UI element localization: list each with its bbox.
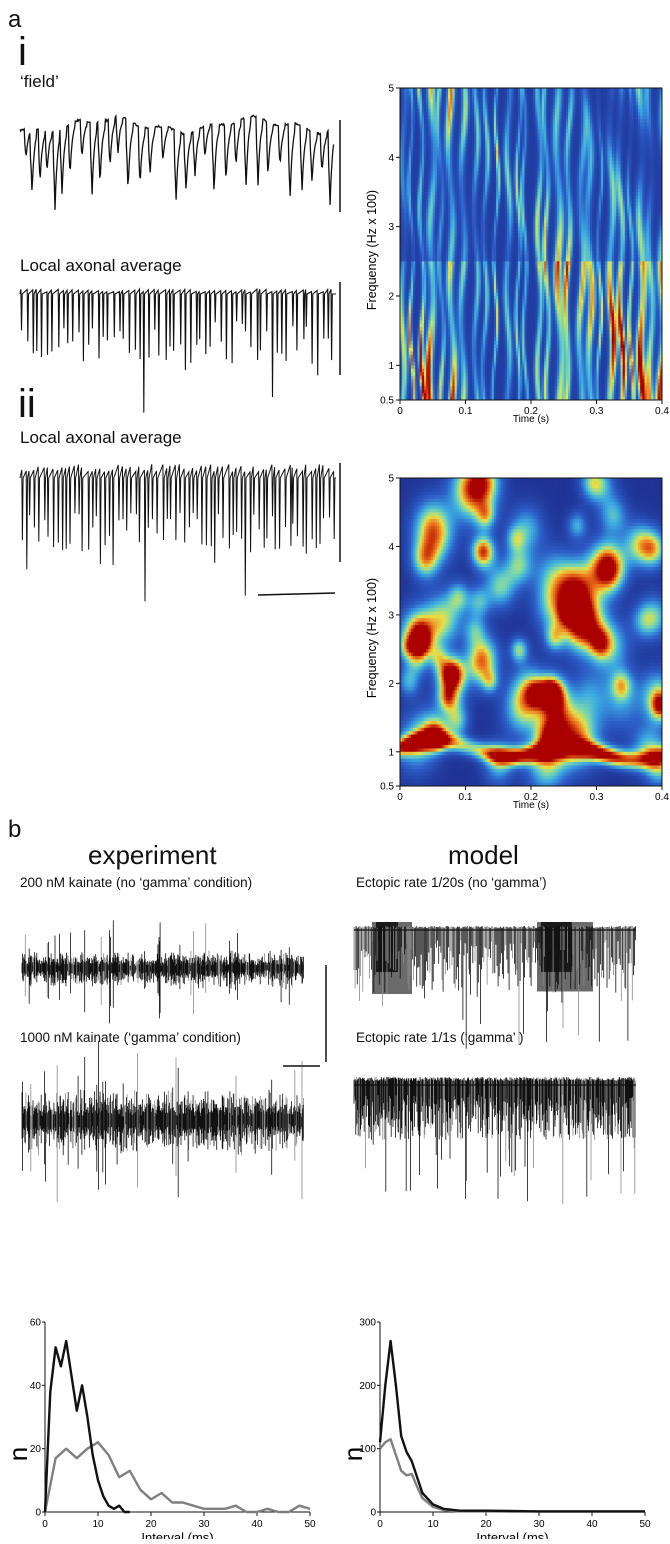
hist-model-y-tick-label: 0 xyxy=(370,1508,376,1519)
model-heading: model xyxy=(448,840,519,871)
spectrogram-i-cells xyxy=(400,88,662,400)
hist-experiment-x-tick-label: 50 xyxy=(304,1519,316,1530)
hist-experiment-xlabel: Interval (ms) xyxy=(141,1530,213,1539)
model-condition-1-1s: Ectopic rate 1/1s (‘gamma’ ) xyxy=(356,1030,524,1045)
experiment-condition-200nM: 200 nM kainate (no ‘gamma’ condition) xyxy=(20,875,252,890)
experiment-heading: experiment xyxy=(88,840,217,871)
spectrogram-x-tick-label: 0.4 xyxy=(655,792,669,803)
spectrogram-y-tick-label: 4 xyxy=(388,153,394,164)
spectrogram-y-tick-label: 3 xyxy=(388,222,394,233)
spectrogram-i-ylabel: Frequency (Hz x 100) xyxy=(365,190,379,310)
axonal-ii-time-scale-bar xyxy=(258,593,335,595)
hist-experiment-series-line-1 xyxy=(45,1442,310,1512)
model-trace-1-1s xyxy=(354,1077,636,1204)
hist-experiment-series-line-0 xyxy=(45,1341,130,1512)
hist-experiment-y-tick-label: 40 xyxy=(30,1381,42,1392)
hist-experiment-x-tick-label: 0 xyxy=(42,1519,48,1530)
spectrogram-x-tick-label: 0.3 xyxy=(590,792,604,803)
spectrogram-x-tick-label: 0.4 xyxy=(655,406,669,417)
hist-model-x-tick-label: 40 xyxy=(586,1519,598,1530)
spectrogram-y-tick-label: 1 xyxy=(388,747,394,758)
panel-b-letter: b xyxy=(8,818,21,842)
spectrogram-ii-ylabel: Frequency (Hz x 100) xyxy=(365,578,379,698)
hist-experiment-x-tick-label: 20 xyxy=(145,1519,157,1530)
hist-model-x-tick-label: 20 xyxy=(480,1519,492,1530)
spectrogram-ii-cells xyxy=(400,478,662,786)
field-trace xyxy=(20,115,334,210)
hist-experiment-x-tick-label: 30 xyxy=(198,1519,210,1530)
hist-model-ylabel: n xyxy=(338,1447,368,1461)
axonal-trace-ii xyxy=(20,464,336,601)
spectrogram-y-tick-label: 1 xyxy=(388,361,394,372)
spectrogram-x-tick-label: 0 xyxy=(397,792,403,803)
model-condition-1-20s: Ectopic rate 1/20s (no ‘gamma’) xyxy=(356,875,547,890)
spectrogram-i-xlabel: Time (s) xyxy=(513,414,549,425)
hist-model-series-line-1 xyxy=(380,1439,645,1511)
spectrogram-y-tick-label: 3 xyxy=(388,610,394,621)
experiment-condition-1000nM: 1000 nM kainate (‘gamma’ condition) xyxy=(20,1030,241,1045)
spectrogram-ii-xlabel: Time (s) xyxy=(513,800,549,811)
hist-model-x-tick-label: 0 xyxy=(377,1519,383,1530)
spectrogram-x-tick-label: 0.3 xyxy=(590,406,604,417)
spectrogram-y-tick-label: 2 xyxy=(388,679,394,690)
spectrogram-y-tick-label: 2 xyxy=(388,292,394,303)
experiment-trace-1000nM xyxy=(22,1041,304,1202)
spectrogram-y-tick-label: 5 xyxy=(388,474,394,485)
hist-experiment-x-tick-label: 10 xyxy=(92,1519,104,1530)
hist-model-series-line-0 xyxy=(380,1341,645,1511)
spectrogram-x-tick-label: 0.1 xyxy=(459,792,473,803)
spectrogram-x-tick-label: 0 xyxy=(397,406,403,417)
hist-model-x-tick-label: 30 xyxy=(533,1519,545,1530)
experiment-trace-200nM xyxy=(22,920,304,1023)
hist-experiment-x-tick-label: 40 xyxy=(251,1519,263,1530)
hist-experiment-y-tick-label: 0 xyxy=(35,1508,41,1519)
hist-model-x-tick-label: 10 xyxy=(427,1519,439,1530)
hist-model-y-tick-label: 200 xyxy=(359,1381,376,1392)
hist-model-y-tick-label: 300 xyxy=(359,1318,376,1329)
hist-model-xlabel: Interval (ms) xyxy=(476,1530,548,1539)
hist-experiment-y-tick-label: 60 xyxy=(30,1318,42,1329)
spectrogram-y-tick-label: 0.5 xyxy=(380,396,394,407)
hist-model-x-tick-label: 50 xyxy=(639,1519,651,1530)
spectrogram-y-tick-label: 0.5 xyxy=(380,782,394,793)
spectrogram-y-tick-label: 4 xyxy=(388,542,394,553)
axonal-trace-i xyxy=(20,289,336,413)
hist-experiment-ylabel: n xyxy=(3,1447,33,1461)
spectrogram-y-tick-label: 5 xyxy=(388,84,394,95)
spectrogram-x-tick-label: 0.1 xyxy=(459,406,473,417)
